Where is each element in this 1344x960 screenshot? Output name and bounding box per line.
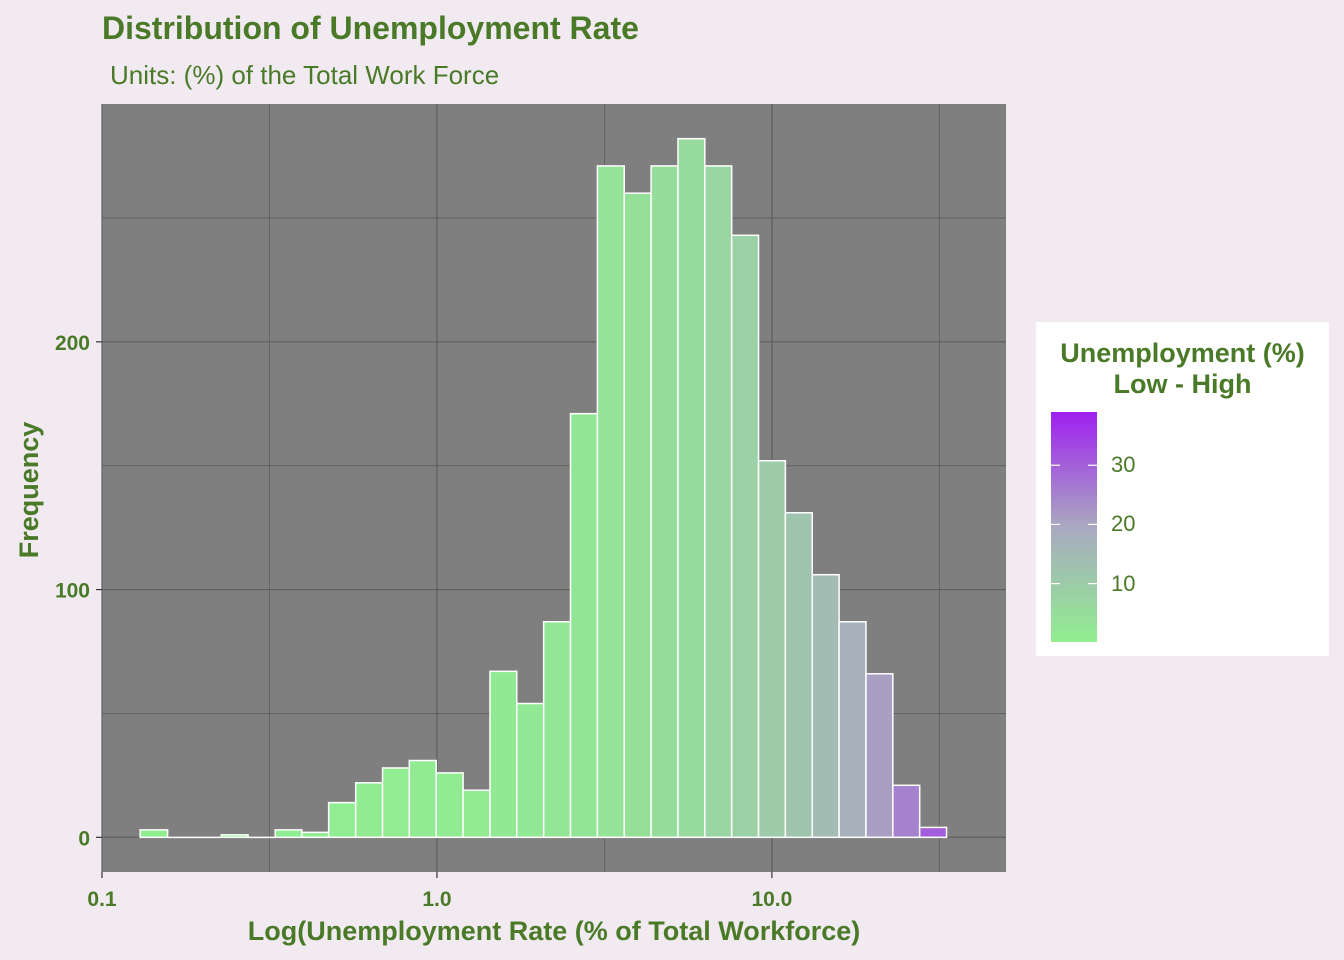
legend-title: Unemployment (%) Low - High [1036,338,1329,400]
y-tick-label: 100 [55,580,90,603]
histogram-bar [354,782,384,839]
histogram-bar [327,801,357,839]
histogram-bar [301,831,330,839]
histogram-bar [220,834,249,839]
histogram-bar [757,459,787,839]
histogram-bar [730,234,760,839]
histogram-bar [865,673,894,839]
chart-subtitle: Units: (%) of the Total Work Force [110,60,500,90]
histogram-bar [516,702,545,839]
histogram-bar [784,512,813,839]
legend-title-line2: Low - High [1113,369,1252,399]
histogram-bar [650,165,679,839]
histogram-bar [838,621,867,839]
histogram-bar [623,192,652,839]
legend-tick-label: 30 [1111,452,1136,478]
x-tick-label: 0.1 [87,888,117,911]
histogram-bar [918,826,948,839]
x-axis-label: Log(Unemployment Rate (% of Total Workfo… [248,916,861,946]
x-axis-ticks: 0.1 1.0 10.0 [87,872,792,911]
histogram-bar [596,165,625,839]
histogram-bar [811,573,840,839]
histogram-bar [274,829,303,839]
histogram-bar [704,165,733,839]
legend-tick-label: 10 [1111,570,1136,596]
y-tick-label: 200 [55,332,90,355]
histogram-bar [569,412,599,839]
x-tick-label: 1.0 [422,888,451,911]
legend-colorbar [1051,412,1097,642]
histogram-bar [462,789,491,839]
histogram-bar [542,621,572,839]
legend-title-line1: Unemployment (%) [1060,338,1305,368]
legend-tick-label: 20 [1111,511,1136,537]
y-axis-label: Frequency [14,422,44,559]
chart-title: Distribution of Unemployment Rate [102,10,639,46]
histogram-bar [435,772,464,839]
x-tick-label: 10.0 [751,888,792,911]
histogram-bar [892,784,921,839]
histogram-bar [489,670,518,839]
y-axis-ticks: 0 100 200 [55,332,102,850]
histogram-bars [139,137,948,839]
histogram-bar [381,767,411,839]
histogram-bar [408,759,437,839]
color-legend: Unemployment (%) Low - High 30 20 10 [1036,322,1329,656]
histogram-bar [677,137,706,839]
y-tick-label: 0 [78,827,90,850]
histogram-bar [139,829,169,839]
